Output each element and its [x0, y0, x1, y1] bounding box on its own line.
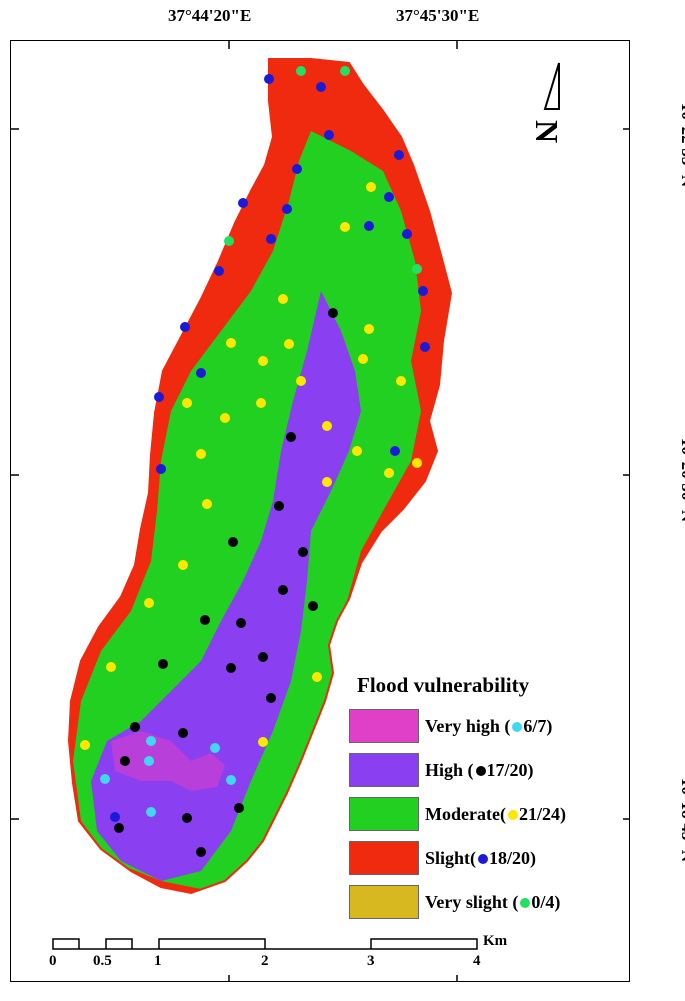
legend-row-very-slight: Very slight (0/4): [349, 880, 619, 924]
watershed-map: [11, 41, 629, 981]
north-arrow-label: N: [529, 119, 566, 144]
scale-tick-0: 0: [49, 953, 57, 969]
legend-label-slight: Slight(18/20): [425, 847, 537, 868]
scale-tick-4: 4: [473, 953, 481, 969]
scale-tick-2: 2: [261, 953, 269, 969]
survey-points: [80, 66, 430, 857]
legend-label-very-high: Very high (6/7): [425, 715, 553, 736]
legend: Flood vulnerability Very high (6/7) High…: [349, 673, 619, 924]
scale-tick-1: 1: [154, 953, 162, 969]
latitude-label-mid: 10°20'50"N: [677, 437, 685, 523]
legend-label-high: High (17/20): [425, 759, 534, 780]
longitude-label-left: 37°44'20"E: [168, 6, 252, 25]
legend-row-moderate: Moderate(21/24): [349, 792, 619, 836]
legend-row-high: High (17/20): [349, 748, 619, 792]
swatch-very-high: [349, 709, 419, 743]
north-arrow-icon: [543, 62, 560, 110]
legend-title: Flood vulnerability: [357, 673, 530, 697]
scale-tick-05: 0.5: [93, 953, 112, 969]
scale-bar: [52, 938, 478, 950]
scale-unit: Km: [483, 933, 508, 949]
swatch-moderate: [349, 797, 419, 831]
legend-label-moderate: Moderate(21/24): [425, 803, 566, 824]
longitude-label-right: 37°45'30"E: [396, 6, 480, 25]
legend-label-very-slight: Very slight (0/4): [425, 891, 561, 912]
legend-row-slight: Slight(18/20): [349, 836, 619, 880]
latitude-label-bottom: 10°18'45"N: [677, 777, 685, 863]
zone-very-high: [111, 731, 225, 791]
legend-row-very-high: Very high (6/7): [349, 704, 619, 748]
swatch-very-slight: [349, 885, 419, 919]
swatch-slight: [349, 841, 419, 875]
map-frame: N Km 0 0.5 1 2 3 4 Flood vulnerability V…: [10, 40, 630, 982]
scale-tick-3: 3: [367, 953, 375, 969]
latitude-label-top: 10°22'55"N: [677, 102, 685, 188]
swatch-high: [349, 753, 419, 787]
